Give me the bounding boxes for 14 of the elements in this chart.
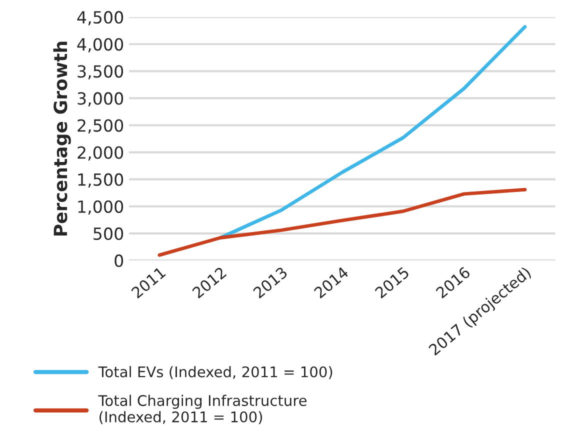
y-tick-label: 4,500 [77,11,124,26]
y-tick-label: 0 [114,254,124,268]
y-tick-label: 2,000 [78,146,124,161]
y-tick-label: 4,000 [77,38,124,52]
y-tick-label: 1,500 [78,173,124,188]
y-tick-label: 1,000 [78,200,124,215]
legend-label: Total Charging Infrastructure (Indexed, 2011 = 100) [98,394,307,424]
y-axis-title: Percentage Growth [53,42,71,236]
y-tick-label: 3,500 [78,65,124,80]
y-tick-label: 2,500 [78,119,124,134]
y-tick-label: 3,000 [78,92,124,106]
y-tick-label: 500 [94,227,124,240]
line-series [158,188,527,257]
legend-label: Total EVs (Indexed, 2011 = 100) [98,366,332,380]
